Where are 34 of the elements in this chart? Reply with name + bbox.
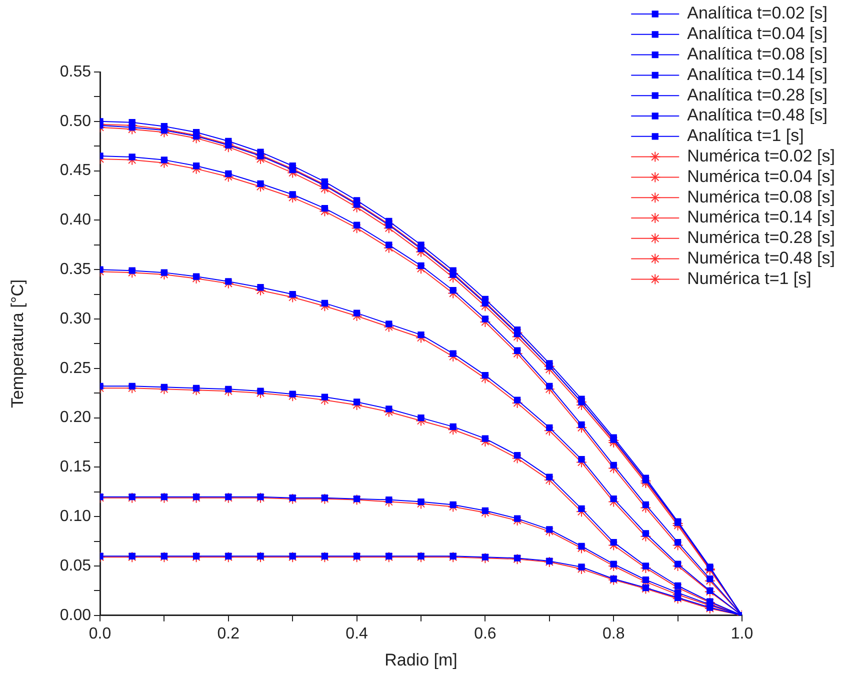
y-tick-label: 0.00 [60,606,92,624]
x-tick-label: 0.4 [346,625,368,642]
legend-label: Analítica t=1 [s] [687,126,804,146]
x-axis-title: Radio [m] [384,650,458,670]
y-tick-label: 0.35 [60,261,92,278]
y-tick-label: 0.15 [60,458,92,476]
y-tick-label: 0.20 [60,409,92,426]
legend-label: Analítica t=0.14 [s] [687,64,828,84]
x-tick-label: 0.8 [602,625,625,642]
y-tick-label: 0.55 [60,63,92,80]
legend-label: Numérica t=0.04 [s] [687,166,836,186]
y-tick-label: 0.10 [60,508,92,526]
legend-label: Numérica t=0.48 [s] [687,248,836,268]
legend-label: Analítica t=0.02 [s] [687,4,828,23]
x-tick-label: 0.6 [474,625,496,642]
legend-label: Analítica t=0.28 [s] [687,85,828,104]
y-tick-label: 0.50 [60,112,92,130]
x-tick-label: 1.0 [730,625,754,642]
y-tick-label: 0.05 [60,557,92,574]
y-tick-label: 0.45 [60,162,92,180]
y-tick-label: 0.25 [60,360,92,377]
y-tick-label: 0.40 [60,212,92,229]
legend-label: Numérica t=0.08 [s] [687,187,836,206]
legend-label: Numérica t=0.14 [s] [687,208,836,227]
x-tick-label: 0.2 [217,625,240,642]
legend-label: Analítica t=0.48 [s] [687,106,828,125]
x-tick-label: 0.0 [88,625,112,642]
legend-label: Analítica t=0.08 [s] [687,44,828,64]
legend-label: Numérica t=1 [s] [687,268,812,288]
legend-label: Numérica t=0.28 [s] [687,228,836,248]
legend-label: Numérica t=0.02 [s] [687,146,836,166]
y-axis-title: Temperatura [°C] [8,279,27,408]
legend-label: Analítica t=0.04 [s] [687,24,828,44]
y-tick-label: 0.30 [60,310,92,328]
